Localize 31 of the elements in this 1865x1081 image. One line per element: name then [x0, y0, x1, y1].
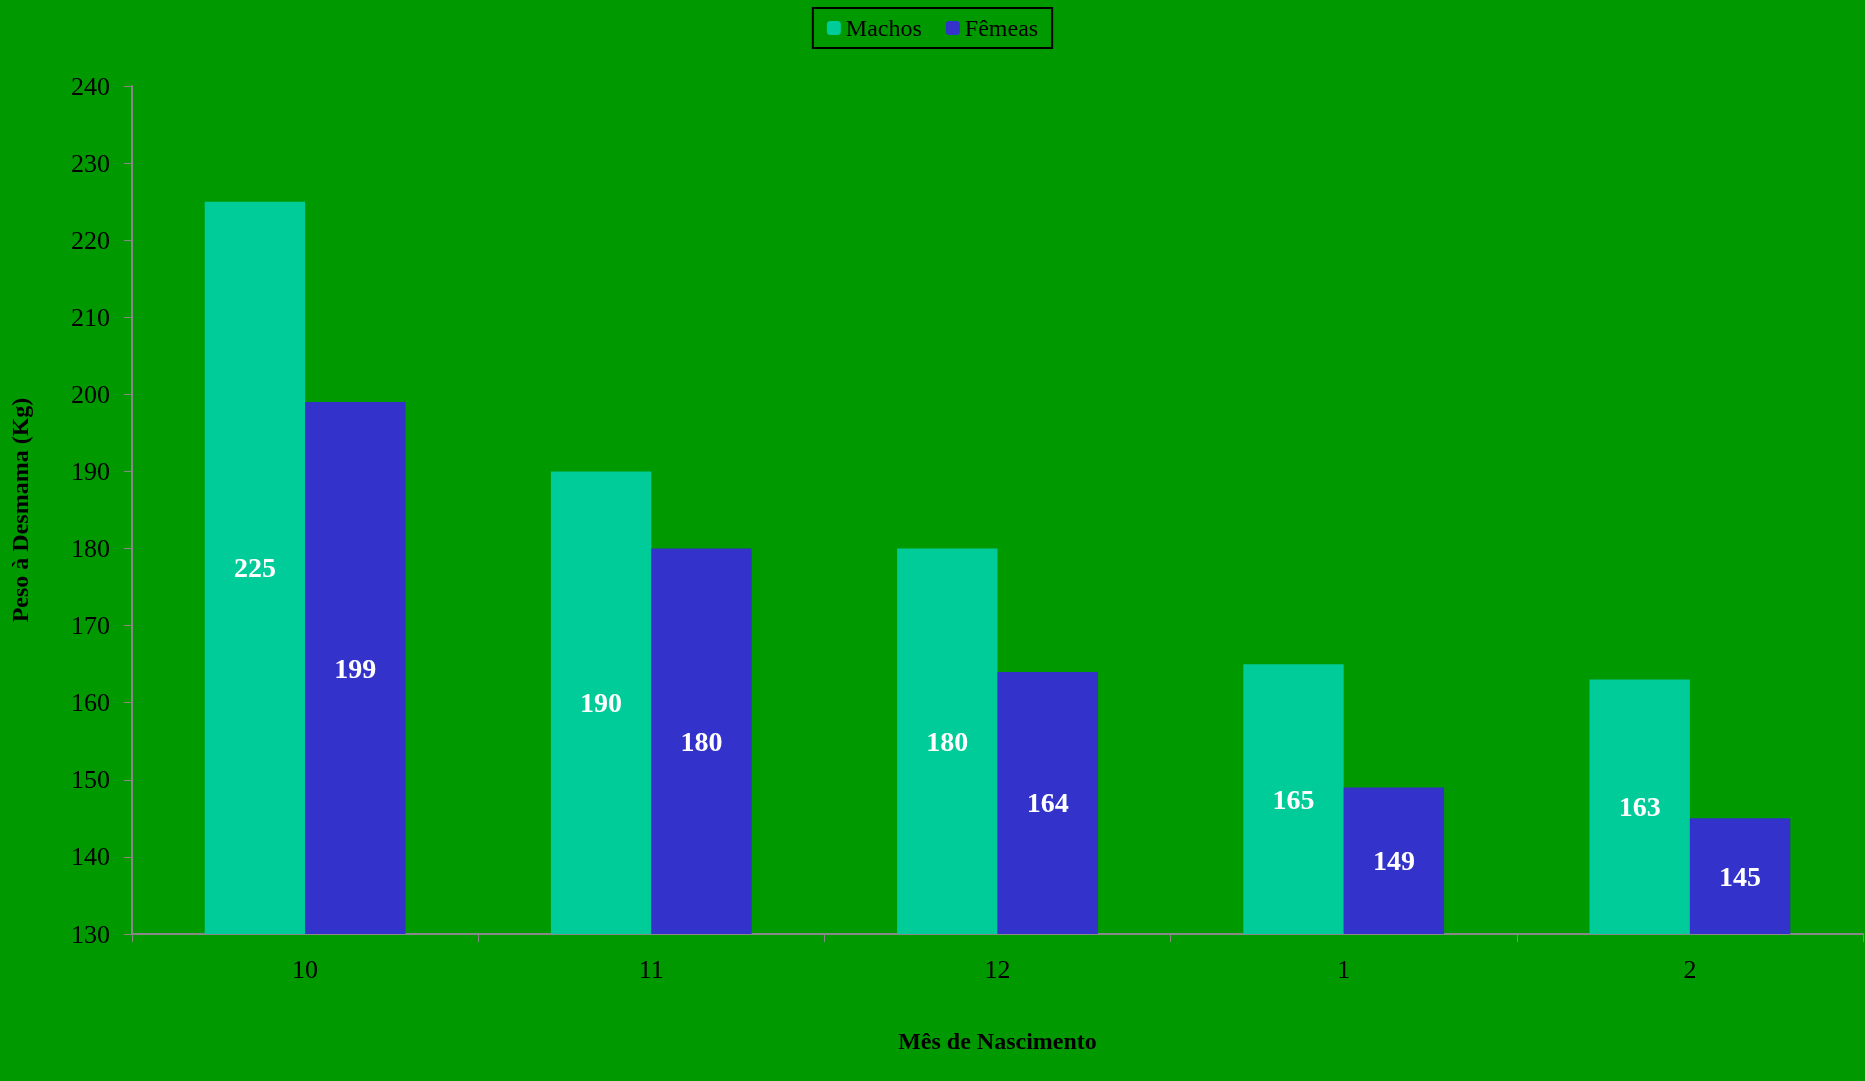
data-label: 180	[926, 725, 969, 757]
x-tick-label: 1	[1337, 954, 1351, 984]
data-label: 163	[1618, 791, 1661, 823]
y-tick-label: 160	[71, 688, 110, 718]
data-label: 149	[1372, 845, 1415, 877]
x-tick-label: 11	[638, 954, 664, 984]
y-tick-label: 140	[71, 842, 110, 872]
y-tick-label: 180	[71, 534, 110, 564]
y-tick-label: 130	[71, 919, 110, 949]
y-axis-title: Peso à Desmama (Kg)	[7, 397, 33, 623]
y-tick-label: 150	[71, 765, 110, 795]
data-label: 190	[580, 687, 623, 719]
data-label: 180	[680, 725, 723, 757]
x-tick-label: 10	[292, 954, 319, 984]
data-label: 145	[1719, 860, 1762, 892]
y-tick-label: 230	[71, 148, 110, 178]
y-tick-label: 240	[71, 71, 110, 101]
data-label: 199	[334, 652, 377, 684]
x-axis-title: Mês de Nascimento	[898, 1028, 1097, 1054]
data-label: 164	[1026, 787, 1069, 819]
legend-label: Machos	[845, 15, 922, 41]
y-tick-label: 220	[71, 225, 110, 255]
data-label: 165	[1272, 783, 1315, 815]
y-tick-label: 170	[71, 611, 110, 641]
y-tick-label: 190	[71, 456, 110, 486]
data-label: 225	[233, 552, 276, 584]
x-tick-label: 12	[984, 954, 1011, 984]
legend-label: Fêmeas	[964, 15, 1039, 41]
y-tick-label: 210	[71, 302, 110, 332]
y-tick-label: 200	[71, 379, 110, 409]
x-tick-label: 2	[1683, 954, 1697, 984]
